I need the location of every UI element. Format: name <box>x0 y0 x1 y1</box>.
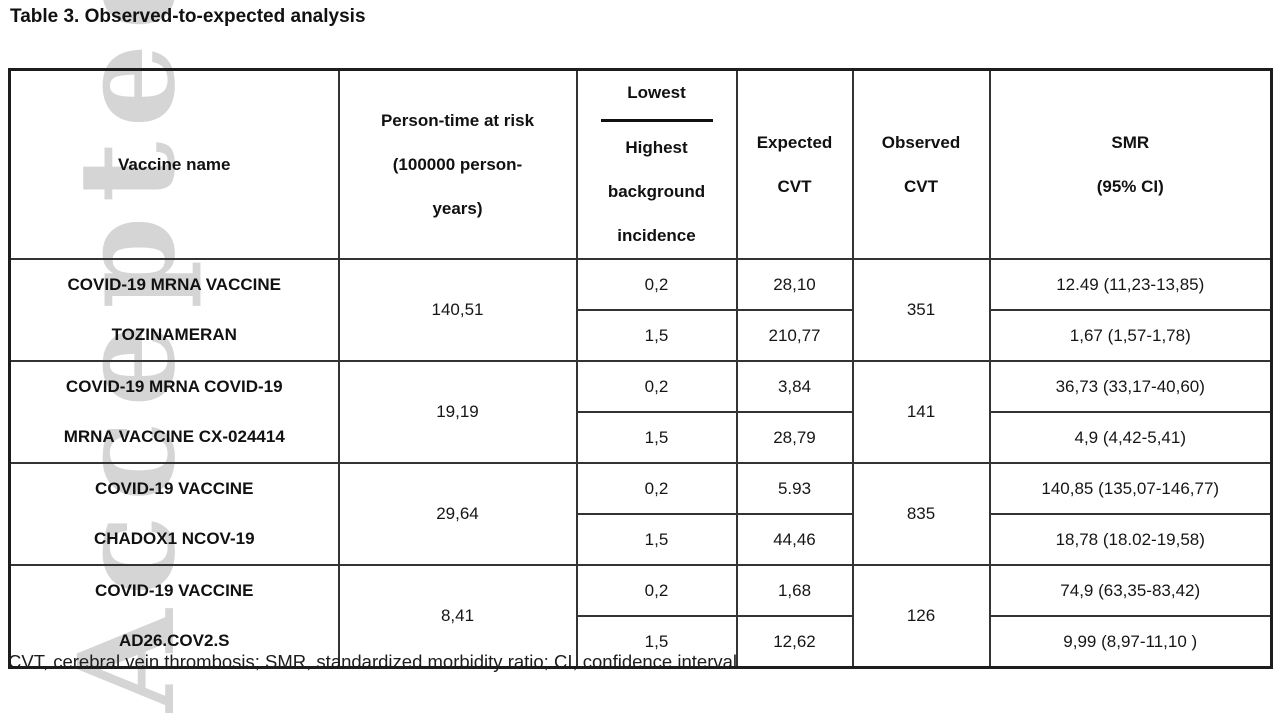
cell-smr-high: 9,99 (8,97-11,10 ) <box>988 615 1273 669</box>
cell-incidence-high: 1,5 <box>575 411 738 464</box>
cell-incidence-high: 1,5 <box>575 513 738 566</box>
column-header-person-time: Person-time at risk (100000 person- year… <box>337 68 578 260</box>
cell-smr-low: 36,73 (33,17-40,60) <box>988 360 1273 413</box>
cell-person-time: 8,41 <box>337 564 578 669</box>
cell-incidence-low: 0,2 <box>575 563 738 618</box>
cell-vaccine-name: COVID-19 VACCINE CHADOX1 NCOV-19 <box>8 462 340 566</box>
cell-observed: 126 <box>851 564 991 669</box>
cell-expected-high: 210,77 <box>735 309 854 362</box>
column-header-background-incidence: Lowest Highest background incidence <box>575 68 738 260</box>
cell-observed: 351 <box>851 258 991 362</box>
cell-smr-high: 18,78 (18.02-19,58) <box>988 513 1273 566</box>
cell-vaccine-name: COVID-19 MRNA COVID-19 MRNA VACCINE CX-0… <box>8 360 340 464</box>
column-header-observed-cvt: Observed CVT <box>851 68 991 260</box>
cell-expected-low: 28,10 <box>735 258 854 311</box>
table-row: COVID-19 MRNA COVID-19 MRNA VACCINE CX-0… <box>8 360 1273 464</box>
table-row: 1,5 12,62 9,99 (8,97-11,10 ) <box>10 615 1273 669</box>
table-footnote-abbreviations: CVT, cerebral vein thrombosis; SMR, stan… <box>8 651 737 672</box>
cell-expected-high: 44,46 <box>735 513 854 566</box>
cell-expected-low: 5.93 <box>735 462 854 515</box>
cell-expected-high: 12,62 <box>735 615 854 669</box>
cell-smr-low: 74,9 (63,35-83,42) <box>988 563 1273 618</box>
cell-smr-high: 4,9 (4,42-5,41) <box>988 411 1273 464</box>
cell-observed: 835 <box>851 462 991 566</box>
cell-observed: 141 <box>851 360 991 464</box>
cell-smr-low: 140,85 (135,07-146,77) <box>988 462 1273 515</box>
column-header-vaccine-name: Vaccine name <box>8 68 340 260</box>
table-row: COVID-19 VACCINE CHADOX1 NCOV-19 29,64 0… <box>8 462 1273 566</box>
cell-vaccine-name: COVID-19 VACCINE AD26.COV2.S <box>8 564 340 669</box>
cell-incidence-low: 0,2 <box>575 360 738 413</box>
cell-incidence-high: 1,5 <box>575 615 738 669</box>
table-row: 1,5 44,46 18,78 (18.02-19,58) <box>10 513 1273 566</box>
cell-expected-low: 1,68 <box>735 563 854 618</box>
observed-to-expected-table: Vaccine name Person-time at risk (100000… <box>8 68 1273 669</box>
table-row: COVID-19 MRNA VACCINE TOZINAMERAN 140,51… <box>8 258 1273 362</box>
cell-expected-high: 28,79 <box>735 411 854 464</box>
cell-vaccine-name: COVID-19 MRNA VACCINE TOZINAMERAN <box>8 258 340 362</box>
cell-smr-low: 12.49 (11,23-13,85) <box>988 258 1273 311</box>
cell-incidence-low: 0,2 <box>575 462 738 515</box>
cell-person-time: 19,19 <box>337 360 578 464</box>
table-row: COVID-19 VACCINE AD26.COV2.S 8,41 0,2 1,… <box>8 563 1273 669</box>
cell-person-time: 140,51 <box>337 258 578 362</box>
column-header-expected-cvt: Expected CVT <box>735 68 854 260</box>
table-header-row: Vaccine name Person-time at risk (100000… <box>8 68 1273 260</box>
cell-incidence-low: 0,2 <box>575 258 738 311</box>
page-title: Table 3. Observed-to-expected analysis <box>10 6 366 27</box>
fraction-divider-line <box>600 119 713 122</box>
cell-incidence-high: 1,5 <box>575 309 738 362</box>
column-header-smr: SMR (95% CI) <box>988 68 1273 260</box>
cell-person-time: 29,64 <box>337 462 578 566</box>
cell-expected-low: 3,84 <box>735 360 854 413</box>
table-row: 1,5 210,77 1,67 (1,57-1,78) <box>10 309 1273 362</box>
table-row: 1,5 28,79 4,9 (4,42-5,41) <box>10 411 1273 464</box>
cell-smr-high: 1,67 (1,57-1,78) <box>988 309 1273 362</box>
